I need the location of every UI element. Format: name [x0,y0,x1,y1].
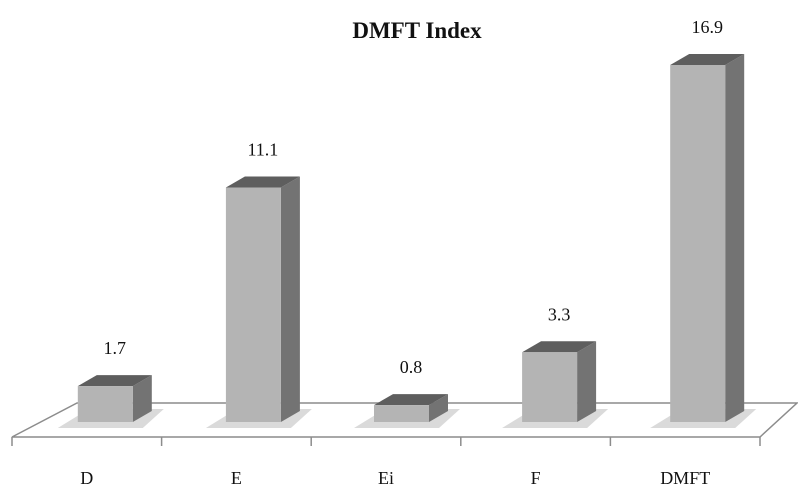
bar-dmft [670,65,726,422]
bar-ei [374,405,429,422]
bar-side-ei [429,394,448,422]
bar-side-e [280,176,300,422]
bar-d [77,386,133,422]
bar-side-f [577,341,597,422]
bar-top-d [77,375,152,387]
bar-top-e [225,176,300,188]
bar-top-f [522,341,597,353]
x-tick-label-ei: Ei [378,468,394,488]
bar-f [522,352,578,422]
bar-top-dmft [670,54,745,65]
chart-title: DMFT Index [352,18,482,43]
bar-side-d [132,375,152,422]
x-tick-label-d: D [80,468,93,488]
bar-layer [77,54,745,422]
bar-top-ei [374,394,448,406]
x-tick-label-f: F [531,468,541,488]
data-label-dmft: 16.9 [691,17,723,37]
data-label-ei: 0.8 [400,357,423,377]
label-layer: 1.7 D 11.1 E 0.8 Ei 3.3 F 16.9 DMFT [80,17,723,488]
x-tick-label-dmft: DMFT [660,468,710,488]
data-label-e: 11.1 [247,140,278,160]
data-label-f: 3.3 [548,304,571,324]
bar-e [225,187,281,422]
bar-side-dmft [725,54,745,422]
x-tick-label-e: E [231,468,242,488]
data-label-d: 1.7 [104,338,127,358]
